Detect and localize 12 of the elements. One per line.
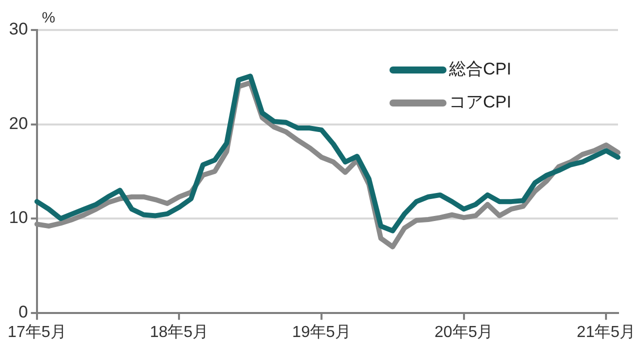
y-tick-label: 20 — [8, 114, 28, 133]
y-tick-label: 30 — [8, 20, 28, 39]
y-tick-label: 0 — [18, 302, 28, 322]
y-tick-label: 10 — [8, 208, 28, 228]
legend-label: コアCPI — [449, 92, 512, 112]
x-tick-label: 19年5月 — [292, 324, 351, 341]
x-tick-label: 18年5月 — [150, 324, 209, 341]
x-tick-label: 21年5月 — [576, 324, 636, 341]
x-tick-label: 20年5月 — [434, 324, 494, 341]
x-tick-label: 17年5月 — [8, 324, 66, 341]
y-axis-title: % — [42, 10, 56, 27]
legend-label: 総合CPI — [448, 60, 512, 79]
